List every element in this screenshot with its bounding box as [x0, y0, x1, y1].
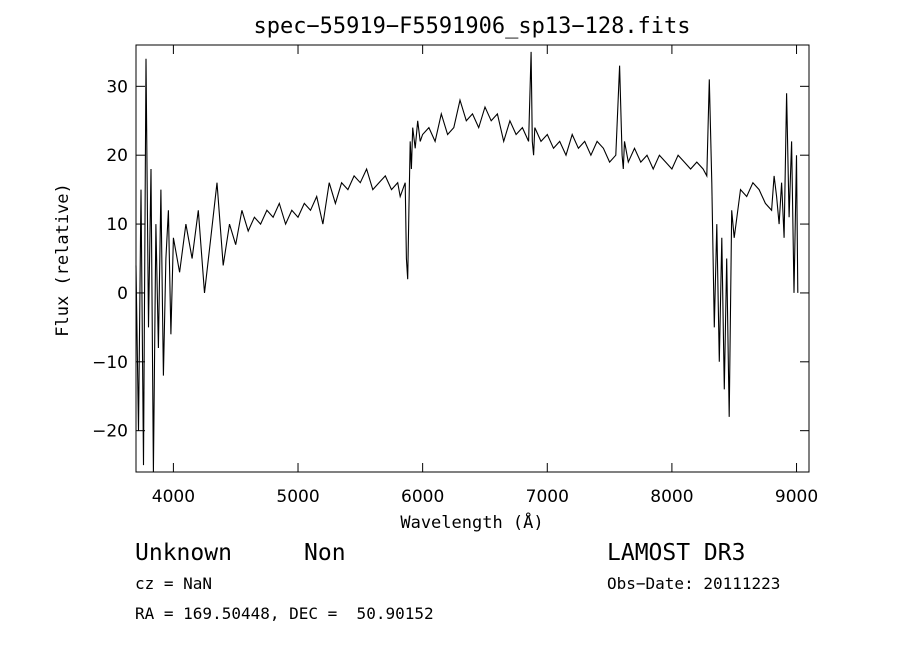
plot-frame [135, 44, 810, 473]
y-tick-label: 0 [117, 284, 128, 304]
y-tick-label: 30 [106, 77, 128, 97]
spectrum-line [135, 51, 799, 473]
y-tick-label: −10 [92, 353, 128, 373]
survey-name: LAMOST DR3 [607, 540, 746, 566]
obs-date: Obs−Date: 20111223 [607, 574, 781, 593]
x-axis: 4000 5000 6000 7000 8000 9000 [152, 45, 818, 507]
x-tick-label: 5000 [276, 487, 319, 507]
object-class: Unknown [135, 540, 232, 566]
chart-title: spec−55919−F5591906_sp13−128.fits [253, 14, 690, 39]
x-tick-label: 9000 [775, 487, 818, 507]
x-axis-label: Wavelength (Å) [400, 511, 543, 533]
x-tick-label: 7000 [526, 487, 569, 507]
y-tick-label: −20 [92, 422, 128, 442]
y-tick-label: 10 [106, 215, 128, 235]
y-axis-label: Flux (relative) [53, 183, 73, 337]
x-tick-label: 6000 [401, 487, 444, 507]
x-tick-label: 8000 [650, 487, 693, 507]
cz-value: cz = NaN [135, 574, 213, 593]
coordinates: RA = 169.50448, DEC = 50.90152 [135, 604, 434, 623]
x-tick-label: 4000 [152, 487, 195, 507]
y-tick-label: 20 [106, 146, 128, 166]
object-subclass: Non [304, 540, 346, 566]
y-axis: −20 −10 0 10 20 30 [92, 77, 809, 442]
